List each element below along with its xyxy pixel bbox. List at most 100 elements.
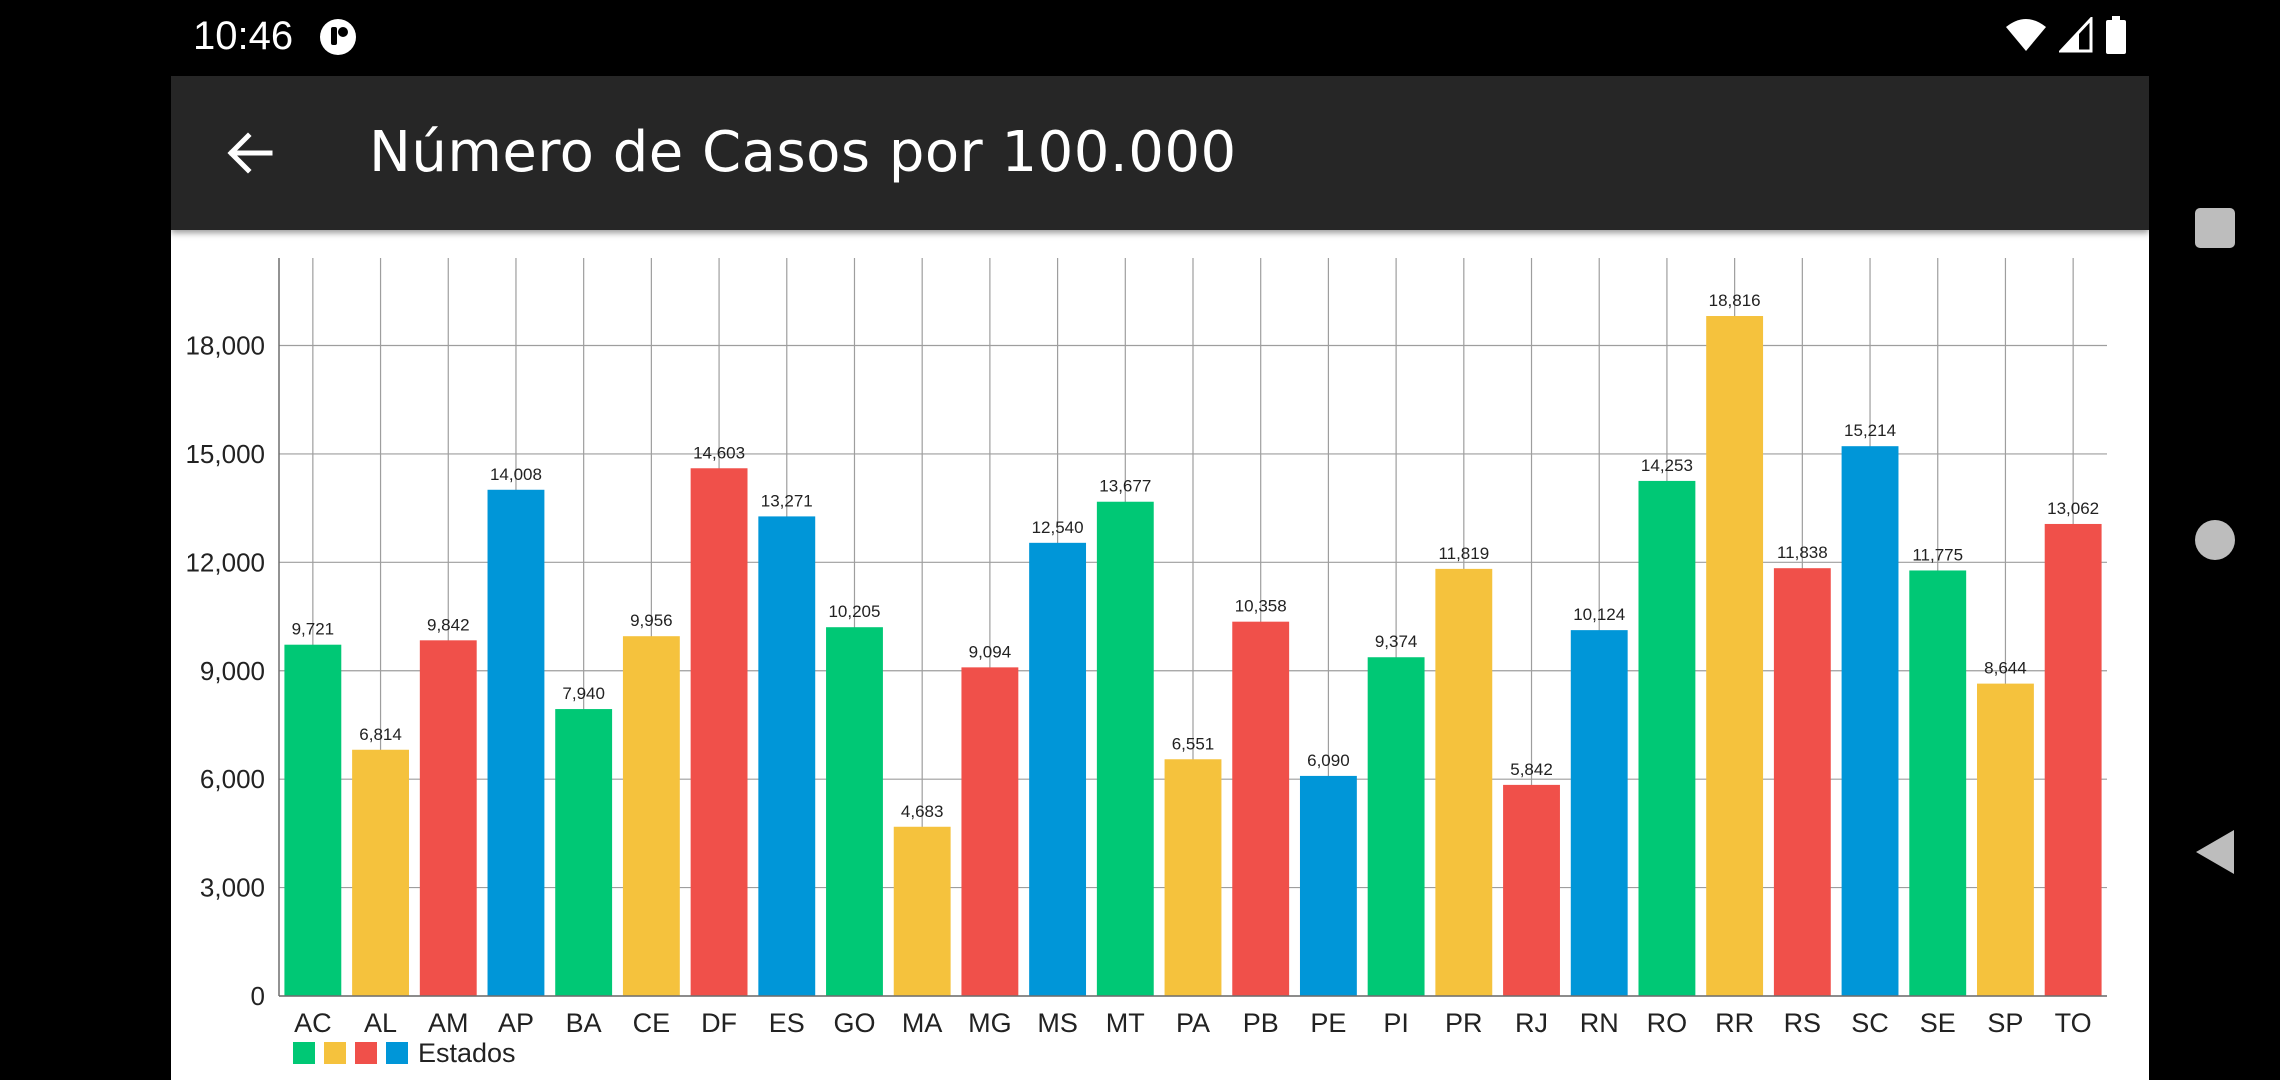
data-label: 6,814	[359, 725, 402, 744]
bar-ap	[487, 489, 545, 996]
data-label: 6,551	[1172, 734, 1215, 753]
data-label: 13,677	[1099, 477, 1151, 496]
bar-se	[1909, 570, 1967, 996]
bar-go	[826, 627, 883, 996]
legend-swatch	[324, 1042, 346, 1064]
x-tick-label: MA	[902, 1008, 943, 1038]
bar-sc	[1841, 446, 1899, 996]
x-tick-label: RJ	[1515, 1008, 1548, 1038]
home-circle-icon	[2195, 520, 2235, 560]
data-label: 6,090	[1307, 751, 1350, 770]
chart-area: 0 3,000 6,000 9,000 12,000 15,000 18,000 9,721 A…	[171, 230, 2149, 1080]
y-tick-label: 15,000	[185, 439, 265, 469]
y-tick-label: 0	[251, 981, 265, 1011]
recents-square-icon	[2195, 208, 2235, 248]
data-label: 18,816	[1709, 291, 1761, 310]
data-label: 9,374	[1375, 632, 1418, 651]
bar-rn	[1570, 630, 1628, 996]
x-tick-label: PI	[1383, 1008, 1409, 1038]
data-label: 14,603	[693, 443, 745, 462]
bar-sp	[1977, 683, 2034, 996]
nav-back-button[interactable]	[2189, 826, 2241, 878]
x-tick-label: GO	[833, 1008, 875, 1038]
legend-label: Estados	[418, 1038, 516, 1068]
data-label: 12,540	[1032, 518, 1084, 537]
data-label: 13,271	[761, 491, 813, 510]
x-tick-label: RR	[1715, 1008, 1754, 1038]
data-label: 5,842	[1510, 760, 1553, 779]
recents-button[interactable]	[2189, 202, 2241, 254]
x-tick-label: SP	[1987, 1008, 2023, 1038]
bar-mt	[1096, 501, 1154, 996]
bar-rs	[1773, 568, 1831, 996]
bar-pe	[1299, 775, 1357, 996]
data-label: 4,683	[901, 802, 944, 821]
data-label: 14,008	[490, 465, 542, 484]
x-tick-label: AL	[364, 1008, 397, 1038]
data-label: 10,205	[828, 602, 880, 621]
legend-swatch	[355, 1042, 377, 1064]
bar-pb	[1232, 621, 1290, 996]
x-tick-label: MG	[968, 1008, 1012, 1038]
data-label: 9,956	[630, 611, 673, 630]
app-window: Número de Casos por 100.000 0 3,000 6,000 9…	[171, 76, 2149, 1080]
x-tick-label: PB	[1243, 1008, 1279, 1038]
x-tick-label: RS	[1784, 1008, 1822, 1038]
legend-swatch	[293, 1042, 315, 1064]
data-label: 13,062	[2047, 499, 2099, 518]
bar-pa	[1164, 759, 1222, 996]
bar-am	[419, 640, 477, 996]
bar-rj	[1503, 784, 1560, 996]
x-tick-label: MS	[1037, 1008, 1078, 1038]
y-tick-label: 9,000	[200, 656, 265, 686]
cell-signal-icon	[2057, 15, 2093, 58]
data-label: 11,775	[1912, 545, 1963, 564]
bar-ms	[1029, 542, 1087, 996]
x-tick-label: SC	[1851, 1008, 1889, 1038]
x-tick-label: CE	[633, 1008, 671, 1038]
x-tick-label: AP	[498, 1008, 534, 1038]
bar-al	[352, 749, 409, 996]
status-icons	[2005, 15, 2127, 59]
home-button[interactable]	[2189, 514, 2241, 566]
x-tick-label: PE	[1310, 1008, 1346, 1038]
wifi-icon	[2005, 17, 2047, 58]
data-label: 10,358	[1235, 597, 1287, 616]
bar-ro	[1638, 480, 1696, 996]
x-tick-label: MT	[1106, 1008, 1145, 1038]
bar-ac	[284, 644, 342, 996]
page-title: Número de Casos por 100.000	[369, 120, 1237, 185]
data-label: 9,094	[969, 642, 1012, 661]
status-time: 10:46	[193, 14, 294, 58]
bar-to	[2044, 523, 2102, 996]
bar-es	[758, 516, 816, 996]
data-label: 9,842	[427, 615, 470, 634]
data-label: 14,253	[1641, 456, 1693, 475]
y-tick-label: 12,000	[185, 547, 265, 577]
x-tick-label: ES	[769, 1008, 805, 1038]
data-label: 15,214	[1844, 421, 1896, 440]
bar-pi	[1367, 657, 1425, 996]
data-label: 8,644	[1984, 659, 2027, 678]
bar-mg	[961, 667, 1019, 996]
back-button[interactable]	[211, 114, 289, 192]
x-tick-label: PR	[1445, 1008, 1483, 1038]
data-label: 7,940	[562, 684, 605, 703]
bar-ba	[555, 709, 613, 996]
x-tick-label: RO	[1647, 1008, 1688, 1038]
bar-df	[690, 468, 748, 996]
navigation-bar	[2149, 0, 2280, 1080]
x-tick-label: DF	[701, 1008, 737, 1038]
data-label: 11,819	[1438, 544, 1489, 563]
back-triangle-icon	[2196, 830, 2234, 874]
y-tick-label: 6,000	[200, 764, 265, 794]
legend-swatch	[386, 1042, 408, 1064]
data-label: 11,838	[1777, 543, 1828, 562]
x-tick-label: BA	[566, 1008, 602, 1038]
data-label: 10,124	[1573, 605, 1625, 624]
status-bar: 10:46	[171, 0, 2149, 76]
data-label: 9,721	[292, 620, 335, 639]
bar-ce	[622, 636, 680, 996]
bar-chart: 0 3,000 6,000 9,000 12,000 15,000 18,000 9,721 A…	[185, 258, 2107, 1068]
